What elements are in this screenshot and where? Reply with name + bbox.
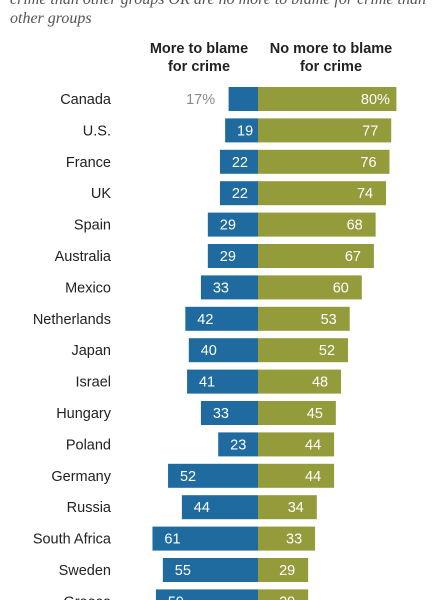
- bar-no-more-to-blame: [258, 181, 387, 206]
- chart-subtitle: crime than other groups OR are no more t…: [10, 0, 426, 27]
- country-label: UK: [91, 186, 111, 202]
- bar-more-to-blame: [185, 306, 258, 331]
- country-label: Spain: [74, 218, 111, 234]
- bar-no-more-to-blame: [258, 463, 335, 488]
- bar-more-to-blame: [152, 526, 258, 551]
- country-label: Japan: [71, 343, 111, 359]
- value-label-no-more-to-blame: 34: [288, 500, 304, 516]
- value-label-more-to-blame: 22: [232, 155, 248, 171]
- bar-more-to-blame: [219, 149, 258, 174]
- country-label: Sweden: [59, 563, 111, 579]
- value-label-more-to-blame: 42: [197, 312, 213, 328]
- value-label-no-more-to-blame: 68: [347, 218, 363, 234]
- value-label-more-to-blame: 41: [199, 375, 215, 391]
- column-header-no-more-to-blame: No more to blame for crime: [269, 41, 393, 75]
- value-label-more-to-blame: 33: [213, 280, 229, 296]
- bar-more-to-blame: [207, 244, 258, 268]
- country-label: France: [66, 155, 111, 171]
- bar-more-to-blame: [188, 338, 258, 363]
- value-label-more-to-blame: 55: [175, 563, 191, 579]
- bar-more-to-blame: [225, 118, 258, 143]
- country-label: Canada: [60, 92, 112, 108]
- value-label-more-to-blame: 23: [230, 437, 246, 453]
- value-label-no-more-to-blame: 33: [286, 532, 302, 548]
- value-label-more-to-blame: 17%: [186, 92, 215, 108]
- country-label: Hungary: [56, 406, 112, 422]
- bar-no-more-to-blame: [258, 589, 309, 600]
- bar-more-to-blame: [181, 495, 258, 520]
- bar-no-more-to-blame: [258, 275, 362, 300]
- country-label: Israel: [76, 375, 111, 391]
- value-label-more-to-blame: 33: [213, 406, 229, 422]
- value-label-no-more-to-blame: 76: [360, 155, 376, 171]
- country-label: U.S.: [83, 123, 111, 139]
- value-label-no-more-to-blame: 67: [345, 249, 361, 265]
- bar-no-more-to-blame: [258, 495, 317, 520]
- country-label: South Africa: [33, 532, 112, 548]
- bar-more-to-blame: [200, 401, 258, 425]
- country-label: Germany: [51, 469, 111, 485]
- value-label-no-more-to-blame: 60: [333, 280, 349, 296]
- value-label-no-more-to-blame: 45: [307, 406, 323, 422]
- bar-no-more-to-blame: [258, 369, 342, 394]
- value-label-no-more-to-blame: 29: [279, 594, 295, 600]
- bar-more-to-blame: [187, 369, 258, 394]
- bar-more-to-blame: [219, 181, 258, 206]
- value-label-no-more-to-blame: 53: [321, 312, 337, 328]
- value-label-no-more-to-blame: 48: [312, 375, 328, 391]
- value-label-more-to-blame: 61: [164, 532, 180, 548]
- bar-no-more-to-blame: [258, 338, 348, 363]
- country-label: Mexico: [65, 280, 111, 296]
- bar-no-more-to-blame: [258, 244, 374, 268]
- bar-more-to-blame: [162, 558, 258, 582]
- value-label-more-to-blame: 29: [220, 249, 236, 265]
- country-label: Australia: [55, 249, 112, 265]
- bar-more-to-blame: [200, 275, 258, 300]
- value-label-more-to-blame: 40: [201, 343, 217, 359]
- value-label-more-to-blame: 19: [237, 123, 253, 139]
- bar-no-more-to-blame: [258, 87, 397, 111]
- value-label-more-to-blame: 44: [194, 500, 210, 516]
- value-label-no-more-to-blame: 74: [357, 186, 373, 202]
- value-label-no-more-to-blame: 29: [279, 563, 295, 579]
- bar-no-more-to-blame: [258, 149, 390, 174]
- bar-more-to-blame: [207, 212, 258, 237]
- country-label: Greece: [63, 594, 111, 600]
- bar-more-to-blame: [228, 87, 258, 111]
- bar-no-more-to-blame: [258, 432, 335, 457]
- country-label: Poland: [66, 437, 111, 453]
- value-label-more-to-blame: 52: [180, 469, 196, 485]
- bar-no-more-to-blame: [258, 526, 316, 551]
- country-label: Netherlands: [33, 312, 111, 328]
- value-label-no-more-to-blame: 52: [319, 343, 335, 359]
- column-header-more-to-blame: More to blame for crime: [149, 41, 249, 75]
- value-label-more-to-blame: 29: [220, 218, 236, 234]
- country-label: Russia: [67, 500, 112, 516]
- value-label-no-more-to-blame: 80%: [361, 92, 390, 108]
- value-label-no-more-to-blame: 77: [362, 123, 378, 139]
- bar-no-more-to-blame: [258, 212, 376, 237]
- bar-more-to-blame: [168, 463, 258, 488]
- value-label-no-more-to-blame: 44: [305, 469, 321, 485]
- bar-more-to-blame: [155, 589, 258, 600]
- bar-no-more-to-blame: [258, 558, 309, 582]
- bar-more-to-blame: [218, 432, 258, 457]
- bar-no-more-to-blame: [258, 118, 392, 143]
- bar-no-more-to-blame: [258, 401, 336, 425]
- bar-no-more-to-blame: [258, 306, 350, 331]
- value-label-more-to-blame: 59: [168, 594, 184, 600]
- value-label-no-more-to-blame: 44: [305, 437, 321, 453]
- value-label-more-to-blame: 22: [232, 186, 248, 202]
